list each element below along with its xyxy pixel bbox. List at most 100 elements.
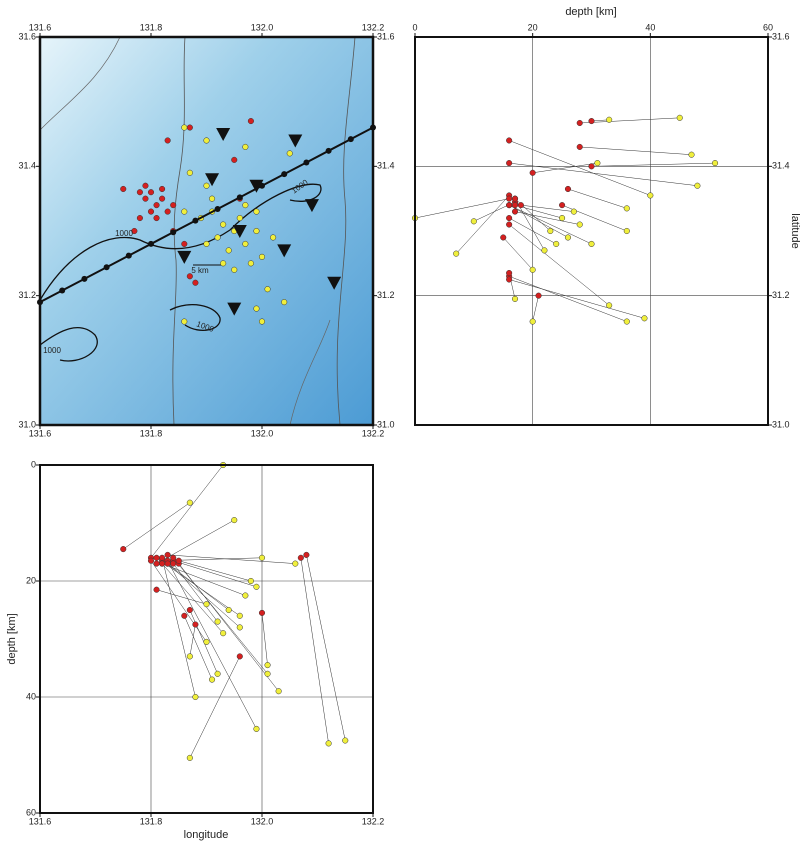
event [237, 625, 243, 631]
event [606, 303, 612, 309]
event [243, 144, 249, 150]
connector [168, 555, 296, 564]
profile-dot [237, 194, 243, 200]
event [342, 738, 348, 744]
y-tick-label: 31.2 [772, 290, 790, 300]
event [154, 215, 160, 221]
event [518, 202, 524, 208]
profile-dot [348, 136, 354, 142]
connector [162, 564, 223, 634]
event [170, 555, 176, 561]
event [642, 316, 648, 322]
event [215, 671, 221, 677]
event [143, 183, 149, 189]
y-tick-label: 31.2 [18, 290, 36, 300]
event [287, 151, 293, 157]
event [220, 222, 226, 228]
y-tick-label: 0 [31, 459, 36, 469]
event [648, 193, 654, 199]
event [471, 219, 477, 225]
connector [568, 189, 627, 208]
event [624, 206, 630, 212]
event [231, 157, 237, 163]
event [571, 209, 577, 215]
event [530, 170, 536, 176]
event [276, 688, 282, 694]
event [237, 654, 243, 660]
profile-dot [326, 148, 332, 154]
event [154, 587, 160, 593]
event [187, 500, 193, 506]
connector [190, 656, 240, 758]
event [506, 215, 512, 221]
connector [415, 199, 509, 218]
event [506, 138, 512, 144]
event [143, 196, 149, 202]
event [231, 267, 237, 273]
event [589, 118, 595, 124]
event [506, 277, 512, 283]
event [565, 186, 571, 192]
connector [562, 205, 627, 231]
event [193, 622, 199, 628]
event [512, 296, 518, 302]
event [506, 160, 512, 166]
event [548, 228, 554, 234]
event [182, 241, 188, 247]
annotation: 1000 [115, 229, 133, 238]
event [577, 222, 583, 228]
event [215, 619, 221, 625]
y-tick-label: 40 [26, 691, 36, 701]
profile-dot [126, 253, 132, 259]
y-axis-label: depth [km] [6, 613, 18, 664]
connector [168, 564, 240, 628]
profile-dot [104, 264, 110, 270]
x-tick-label: 132.0 [251, 428, 274, 438]
event [204, 639, 210, 645]
event [243, 593, 249, 599]
event [193, 694, 199, 700]
profile-dot [81, 276, 87, 282]
event [259, 555, 265, 561]
connector [503, 237, 532, 269]
event [248, 118, 254, 124]
event [254, 306, 260, 312]
event [182, 125, 188, 131]
event [120, 186, 126, 192]
profile-dot [215, 206, 221, 212]
figure: 131.6131.6131.8131.8132.0132.0132.2132.2… [0, 0, 803, 842]
profile-dot [148, 241, 154, 247]
x-axis-label: longitude [184, 829, 229, 841]
event [226, 248, 232, 254]
event [187, 755, 193, 761]
connector [168, 561, 257, 729]
event [512, 209, 518, 215]
event [170, 202, 176, 208]
event [204, 138, 210, 144]
event [209, 196, 215, 202]
event [624, 228, 630, 234]
event [298, 555, 304, 561]
connector [521, 205, 574, 211]
event [506, 222, 512, 228]
connector [580, 118, 680, 123]
connector [168, 564, 229, 610]
event [506, 196, 512, 202]
event [712, 160, 718, 166]
x-tick-label: 131.6 [29, 816, 52, 826]
event [254, 726, 260, 732]
connector [533, 163, 598, 173]
profile-dot [281, 171, 287, 177]
event [506, 270, 512, 276]
connector [306, 555, 345, 741]
event [265, 662, 271, 668]
event [159, 186, 165, 192]
x-tick-label: 40 [645, 22, 655, 32]
event [215, 235, 221, 241]
connector [580, 147, 692, 155]
event [536, 293, 542, 299]
event [159, 555, 165, 561]
event [304, 552, 310, 558]
event [326, 741, 332, 747]
event [259, 254, 265, 260]
